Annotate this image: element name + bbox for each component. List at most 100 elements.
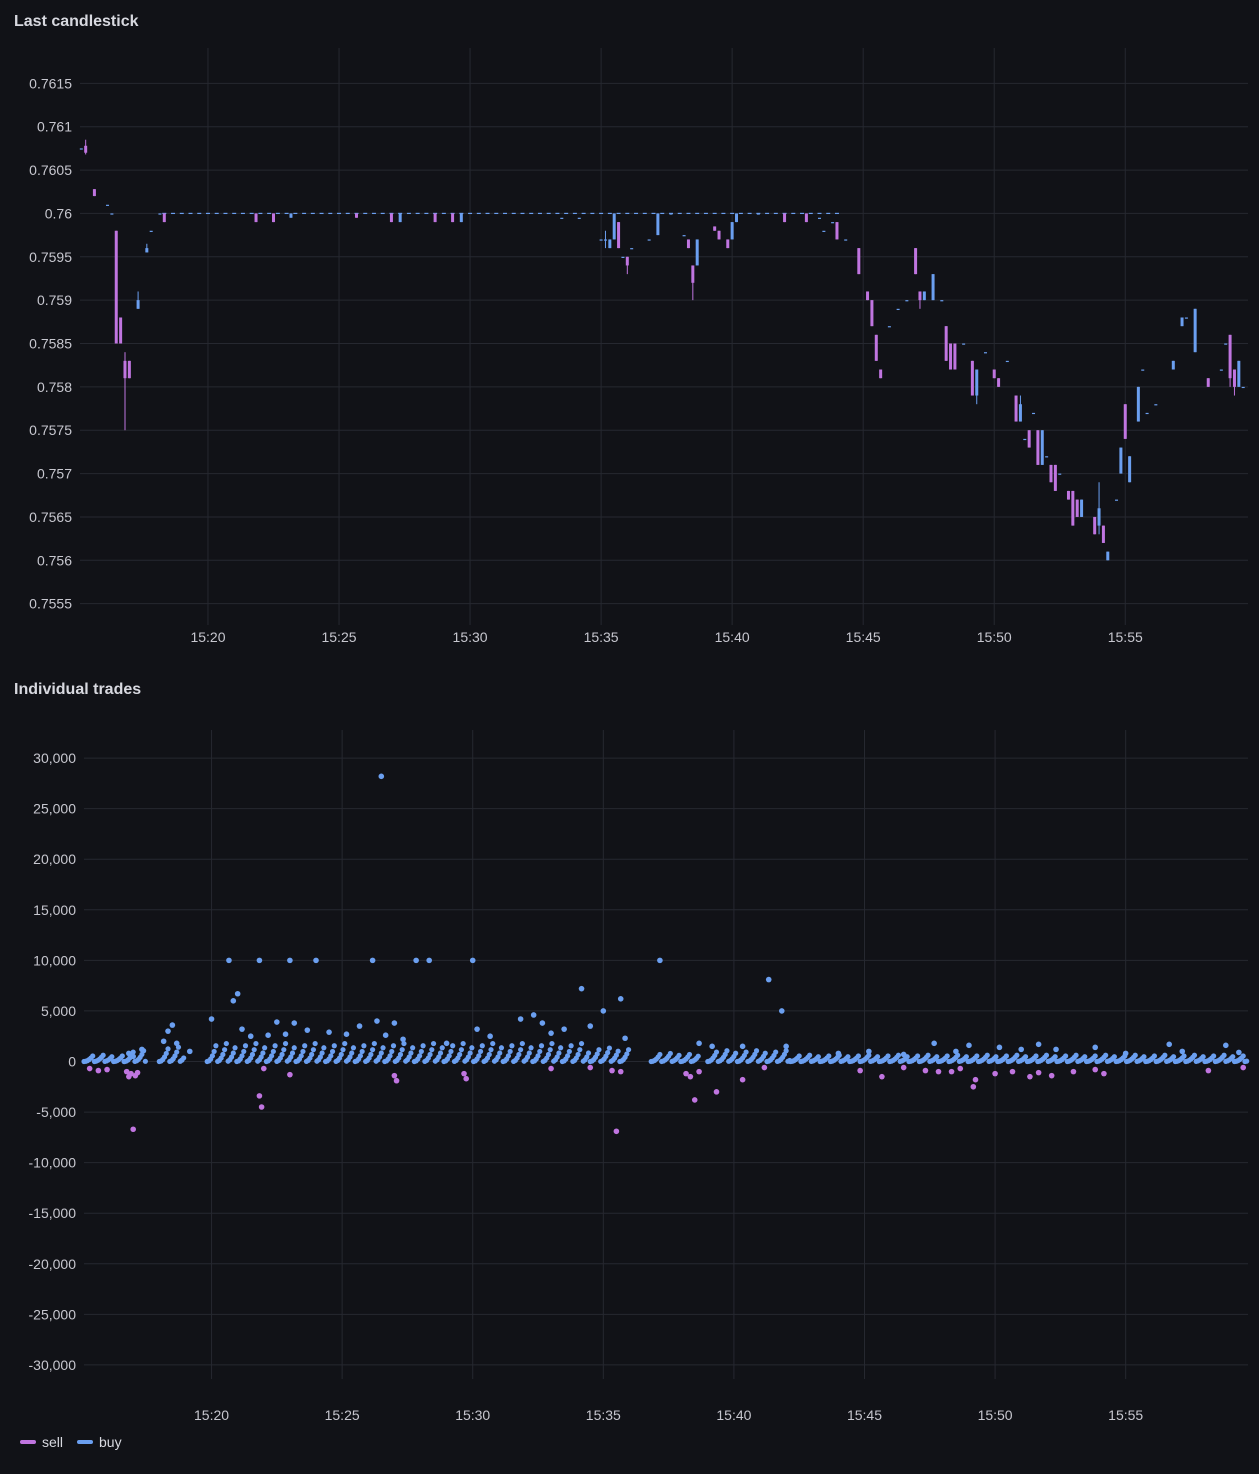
buy-point	[165, 1028, 171, 1034]
candle-body	[1228, 334, 1232, 379]
buy-point	[181, 1055, 187, 1061]
x-tick-label: 15:55	[1108, 629, 1143, 645]
candle-body	[289, 213, 293, 218]
y-tick-label: 0.758	[37, 379, 72, 395]
sell-point	[922, 1067, 929, 1074]
buy-point	[160, 1038, 167, 1045]
x-tick-label: 15:45	[846, 629, 881, 645]
buy-point	[467, 1050, 473, 1056]
buy-point	[173, 1040, 180, 1047]
candle-body	[617, 222, 621, 249]
buy-point	[584, 1054, 590, 1060]
buy-point	[1035, 1041, 1042, 1048]
buy-point	[368, 1051, 374, 1058]
sell-point	[548, 1065, 554, 1072]
buy-point	[1244, 1058, 1250, 1064]
sell-point	[1009, 1068, 1016, 1075]
candle-body	[1071, 490, 1075, 526]
sell-point	[104, 1066, 110, 1073]
sell-point	[1092, 1066, 1099, 1073]
sell-point	[1101, 1070, 1107, 1077]
buy-point	[1122, 1050, 1129, 1057]
buy-point	[408, 1050, 414, 1056]
sell-point	[260, 1065, 267, 1072]
y-tick-label: -15,000	[29, 1205, 77, 1221]
buy-point	[361, 1043, 367, 1049]
candle-body	[870, 300, 874, 327]
y-tick-label: 20,000	[33, 851, 76, 867]
buy-point	[528, 1045, 534, 1051]
buy-point	[1092, 1044, 1099, 1051]
sell-point	[1205, 1067, 1212, 1074]
y-tick-label: 25,000	[33, 801, 76, 817]
buy-point	[457, 1051, 463, 1058]
candle-body	[922, 291, 926, 301]
y-tick-label: -25,000	[29, 1306, 77, 1322]
buy-point	[835, 1050, 842, 1057]
candle-body	[162, 213, 166, 223]
buy-point	[739, 1043, 746, 1050]
buy-point	[826, 1053, 832, 1059]
candle-body	[599, 239, 603, 241]
buy-point	[374, 1018, 380, 1024]
y-tick-label: 10,000	[33, 952, 76, 968]
buy-point	[370, 1047, 376, 1053]
buy-point	[762, 1050, 768, 1056]
candle-body	[612, 213, 616, 240]
buy-point	[507, 1048, 513, 1055]
buy-point	[387, 1053, 393, 1059]
candle-body	[136, 300, 140, 309]
buy-point	[613, 1052, 619, 1058]
buy-point	[378, 773, 385, 780]
buy-point	[974, 1053, 980, 1059]
y-tick-label: 0.7595	[29, 249, 72, 265]
buy-point	[713, 1049, 720, 1055]
buy-point	[1053, 1046, 1059, 1053]
buy-point	[312, 1040, 318, 1047]
buy-point	[505, 1053, 512, 1059]
buy-point	[347, 1054, 353, 1060]
buy-point	[866, 1052, 872, 1058]
sell-point	[1070, 1068, 1077, 1075]
legend-item-sell[interactable]: sell	[20, 1434, 63, 1450]
buy-point	[291, 1045, 297, 1051]
candle-body	[1123, 404, 1127, 439]
buy-point	[1166, 1041, 1173, 1048]
buy-point	[448, 1048, 454, 1055]
candle-body	[354, 213, 358, 218]
x-tick-label: 15:30	[453, 629, 488, 645]
buy-point	[465, 1054, 471, 1060]
buy-point	[606, 1045, 613, 1051]
sell-point	[713, 1089, 720, 1095]
sell-point	[609, 1067, 615, 1074]
candlestick-chart[interactable]: 0.7615 0.761 0.7605 0.76 0.7595 0.759 0.7585 0.…	[0, 0, 1259, 662]
buy-point	[430, 1040, 437, 1047]
legend-item-buy[interactable]: buy	[77, 1434, 122, 1450]
buy-point	[617, 996, 624, 1002]
buy-point	[548, 1030, 554, 1036]
buy-point	[524, 1054, 531, 1060]
y-tick-label: 0.76	[45, 205, 72, 221]
y-tick-label: 15,000	[33, 902, 76, 918]
y-tick-label: 0.7555	[29, 596, 72, 612]
buy-point	[269, 1053, 275, 1059]
buy-point	[378, 1050, 384, 1056]
candle-body	[1023, 438, 1027, 441]
trades-chart[interactable]: 30,000 25,000 20,000 15,000 10,000 5,000 0 -5,0…	[0, 668, 1259, 1428]
candle-body	[713, 226, 717, 231]
buy-point	[1222, 1042, 1229, 1049]
sell-point	[992, 1070, 998, 1077]
buy-point	[342, 1040, 348, 1047]
buy-point	[686, 1051, 693, 1058]
buy-point	[279, 1051, 285, 1058]
buy-point	[657, 1051, 663, 1058]
buy-point	[376, 1054, 383, 1060]
buy-point	[1014, 1052, 1020, 1058]
buy-point	[349, 1050, 355, 1056]
y-tick-label: -20,000	[29, 1256, 77, 1272]
candle-body	[874, 334, 878, 361]
candle-body	[630, 248, 634, 250]
candle-body	[783, 213, 787, 223]
x-tick-label: 15:45	[847, 1407, 882, 1423]
candle-body	[1106, 551, 1110, 561]
